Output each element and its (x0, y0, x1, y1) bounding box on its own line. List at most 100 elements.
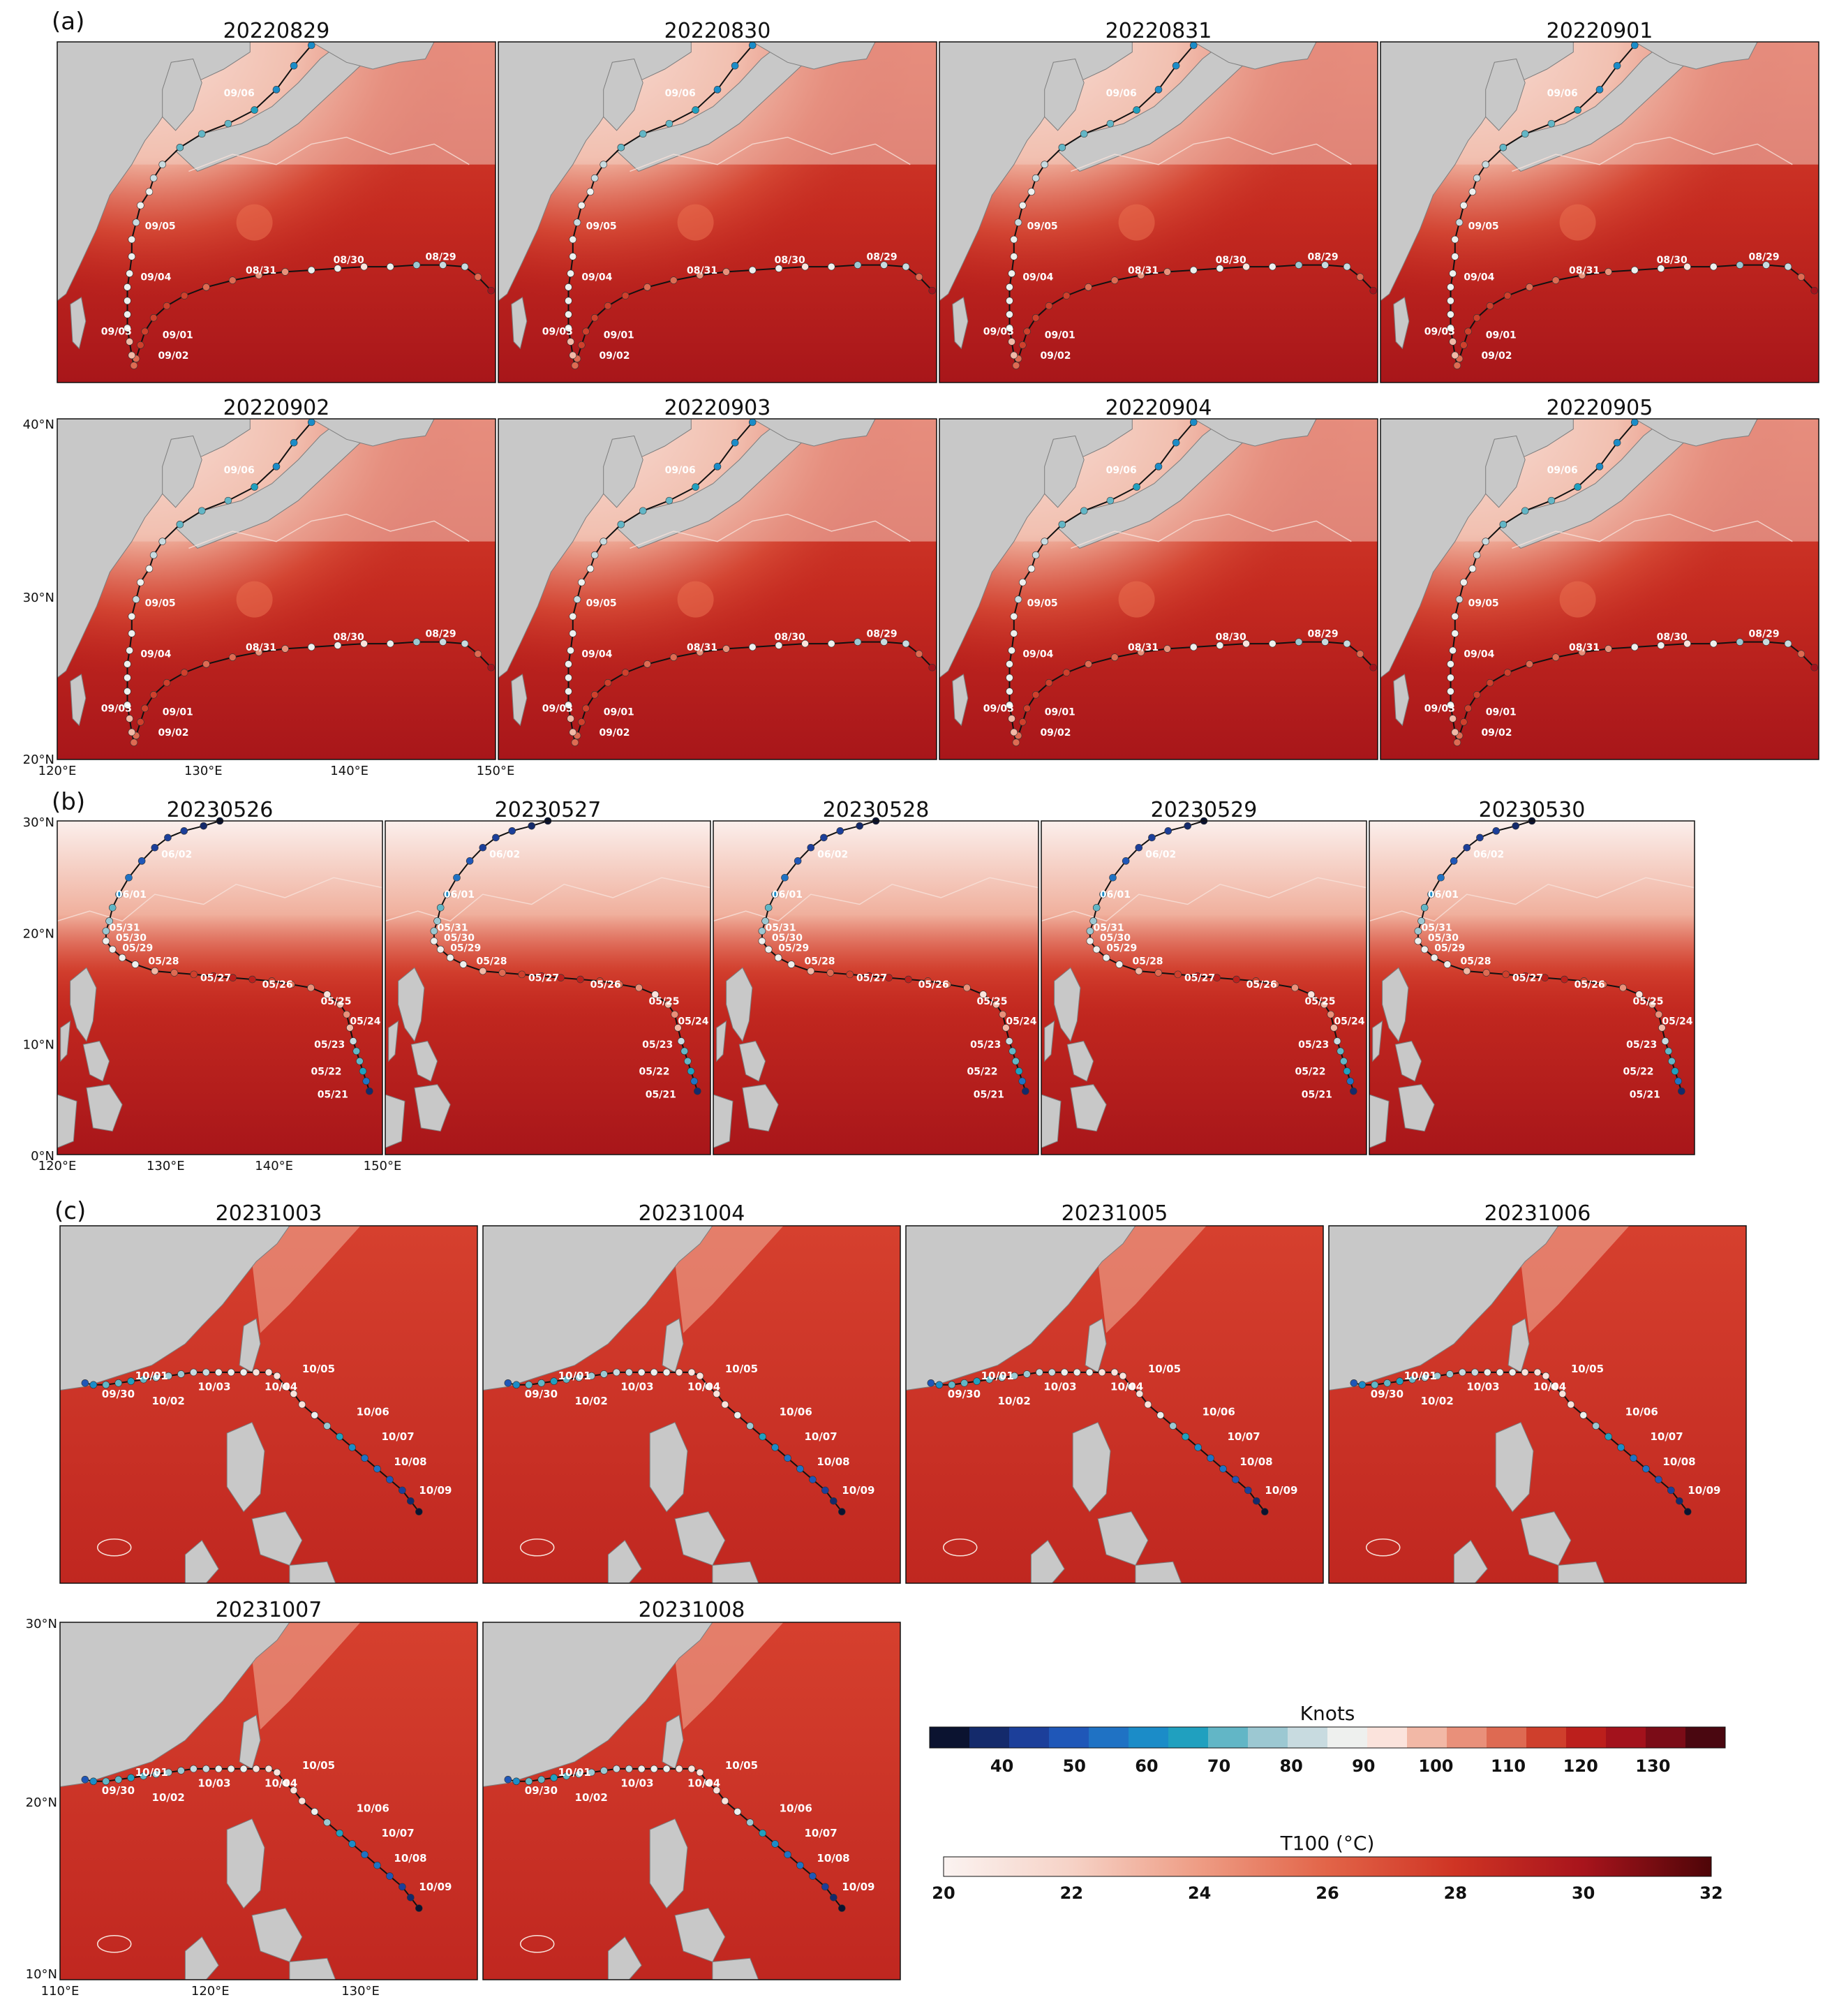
track-date-label: 10/06 (780, 1802, 812, 1814)
map-frame (1328, 1225, 1747, 1584)
knots-colorbar-swatch (1685, 1727, 1726, 1748)
track-point (158, 538, 167, 545)
track-date-label: 08/30 (334, 255, 364, 266)
track-point (1295, 261, 1303, 269)
track-date-label: 10/05 (725, 1363, 758, 1375)
t100-tick-label: 32 (1699, 1883, 1722, 1903)
track-point (1762, 638, 1770, 646)
map-panel-a-20220903: 09/06 09/05 09/04 09/03 09/02 09/01 08/31 08/30… (498, 418, 937, 760)
map-frame (1041, 820, 1367, 1155)
track-date-label: 09/06 (1106, 465, 1137, 476)
track-point (1595, 86, 1604, 94)
track-date-label: 05/27 (1184, 972, 1215, 984)
panel-date-title: 20220902 (223, 396, 330, 420)
track-point (311, 1808, 319, 1816)
track-date-label: 05/28 (148, 956, 179, 968)
track-point (149, 690, 158, 699)
track-point (1110, 1368, 1119, 1377)
borneo-land (385, 1094, 405, 1149)
track-point (1321, 638, 1329, 646)
track-date-label: 05/22 (1623, 1066, 1653, 1077)
map-frame (939, 418, 1378, 760)
isotherm-contour (96, 1935, 132, 1953)
track-date-label: 09/01 (1486, 707, 1517, 718)
track-point (1058, 520, 1066, 528)
track-point (837, 1904, 846, 1912)
track-date-label: 09/04 (1022, 272, 1053, 283)
track-point (1414, 927, 1422, 935)
track-point (973, 1377, 981, 1386)
track-point (684, 1057, 692, 1065)
track-point (665, 496, 673, 505)
track-point (1613, 438, 1621, 447)
track-point (343, 1010, 351, 1018)
track-point (1122, 857, 1130, 865)
knots-tick-label: 60 (1135, 1756, 1158, 1776)
track-point (202, 1765, 210, 1773)
panel-date-title: 20220831 (1105, 19, 1212, 43)
track-point (1558, 1390, 1567, 1398)
track-date-label: 05/22 (1295, 1066, 1325, 1077)
track-date-label: 10/04 (687, 1777, 720, 1790)
lat-tick-label: 30°N (23, 591, 54, 605)
track-point (127, 1377, 135, 1386)
track-date-label: 06/02 (161, 850, 192, 861)
track-point (1085, 283, 1092, 291)
track-point (809, 1476, 817, 1483)
map-frame (482, 1622, 901, 1980)
knots-colorbar-swatch (1526, 1727, 1567, 1748)
track-point (696, 1768, 704, 1777)
track-point (621, 669, 630, 676)
track-point (746, 1818, 754, 1827)
typhoon-track-line (1417, 820, 1683, 1092)
track-point (677, 1037, 685, 1045)
track-point (307, 266, 315, 274)
track-date-label: 08/30 (1657, 632, 1688, 643)
track-date-label: 06/01 (1100, 889, 1131, 900)
track-point (290, 61, 298, 70)
track-point (746, 1422, 754, 1430)
track-point (1008, 715, 1015, 722)
track-point (1449, 338, 1457, 346)
china-land (1380, 41, 1574, 302)
visayas-land (1097, 1511, 1149, 1566)
track-point (281, 1383, 290, 1391)
track-point (563, 1772, 570, 1780)
panel-date-title: 20231008 (639, 1598, 745, 1622)
isotherm-contour (1369, 877, 1695, 922)
track-date-label: 08/30 (775, 255, 805, 266)
track-date-label: 05/26 (590, 979, 621, 991)
track-point (1006, 283, 1013, 291)
track-date-label: 08/31 (1569, 642, 1600, 653)
track-point (692, 483, 699, 491)
track-point (1022, 1087, 1029, 1095)
track-point (948, 1381, 956, 1389)
panel-date-title: 20230526 (167, 798, 274, 822)
track-point (415, 1508, 423, 1515)
track-point (635, 984, 643, 992)
china-land (939, 41, 1133, 302)
track-point (149, 174, 158, 182)
track-point (674, 1024, 682, 1032)
track-date-label: 09/04 (1464, 272, 1494, 283)
track-point (809, 1872, 817, 1880)
track-date-label: 10/02 (575, 1395, 608, 1407)
track-date-label: 05/27 (528, 972, 559, 984)
luzon-land (1495, 1421, 1534, 1513)
track-point (1023, 704, 1031, 713)
track-date-label: 09/03 (983, 704, 1014, 715)
track-point (504, 1775, 512, 1784)
track-date-label: 09/02 (1481, 350, 1512, 362)
track-point (1476, 833, 1484, 842)
track-date-label: 10/05 (725, 1759, 758, 1772)
track-point (586, 565, 595, 573)
track-point (1092, 903, 1101, 912)
track-date-label: 10/07 (1650, 1430, 1683, 1443)
track-point (1709, 262, 1718, 271)
knots-tick-label: 80 (1279, 1756, 1302, 1776)
track-date-label: 09/04 (581, 272, 612, 283)
track-point (386, 1872, 394, 1880)
track-point (669, 276, 678, 284)
track-point (202, 283, 210, 291)
track-point (998, 1374, 1006, 1381)
